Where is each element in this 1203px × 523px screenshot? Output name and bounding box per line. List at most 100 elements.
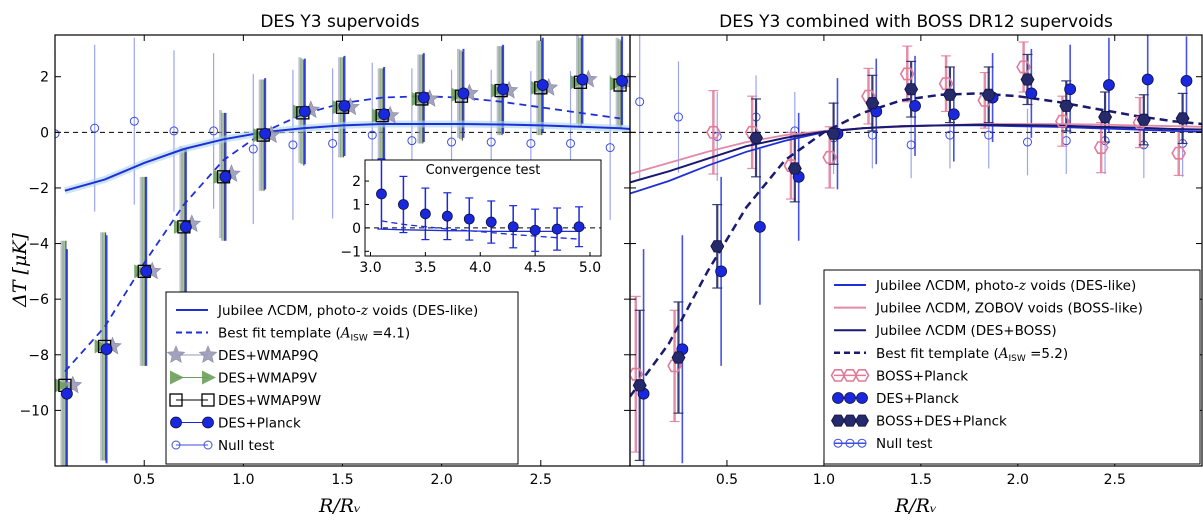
- right-legend-label: Null test: [876, 436, 932, 452]
- right-legend-label: Jubilee ΛCDM, ZOBOV voids (BOSS-like): [875, 301, 1143, 317]
- y-axis-label: ΔT [μK]: [9, 233, 31, 308]
- inset-point: [419, 208, 431, 220]
- left-desplanck-point: [259, 127, 272, 140]
- right-desplanck-point: [1180, 74, 1193, 87]
- left-null-point: [605, 143, 615, 153]
- right-desplanck-point: [947, 108, 960, 121]
- right-bestfit-line: [630, 92, 1202, 398]
- left-null-point: [447, 137, 457, 147]
- right-x-tick-label: 2.0: [1007, 472, 1029, 488]
- right-legend-label: DES+Planck: [876, 391, 959, 407]
- right-jubilee-des-line: [630, 124, 1202, 195]
- left-legend-marker: [202, 416, 214, 429]
- right-combined-point: [1020, 73, 1035, 86]
- right-desplanck-point: [1141, 73, 1154, 86]
- right-bossplanck-point: [1093, 141, 1109, 154]
- right-x-tick-label: 1.0: [813, 472, 835, 488]
- inset-y-tick-label: 2: [352, 174, 361, 190]
- right-legend-marker: [830, 368, 846, 382]
- left-x-tick-label: 2.5: [530, 472, 552, 488]
- left-null-point: [566, 138, 576, 148]
- left-desplanck-point: [497, 83, 510, 96]
- left-desplanck-point: [378, 108, 391, 121]
- left-x-axis-label: R/Rᵥ: [318, 495, 361, 517]
- right-null-point: [1022, 137, 1032, 147]
- left-y-tick-label: −8: [28, 348, 49, 364]
- left-null-point: [288, 140, 298, 150]
- right-desplanck-point: [909, 100, 921, 112]
- left-panel-title: DES Y3 supervoids: [260, 12, 419, 32]
- left-null-point: [367, 130, 377, 140]
- left-legend-marker: [202, 370, 216, 385]
- left-null-point: [90, 123, 100, 133]
- left-null-point: [486, 137, 496, 147]
- left-null-point: [526, 138, 536, 148]
- right-legend-label: Jubilee ΛCDM (DES+BOSS): [875, 323, 1057, 339]
- right-combined-point: [749, 131, 763, 144]
- left-null-point: [328, 138, 338, 148]
- right-legend-label: Jubilee ΛCDM, photo-z voids (DES-like): [875, 278, 1136, 294]
- left-x-tick-label: 1.0: [232, 472, 254, 488]
- inset-point: [529, 224, 541, 236]
- right-combined-point: [826, 127, 841, 140]
- inset-point: [376, 188, 387, 200]
- left-desplanck-point: [576, 73, 589, 86]
- left-legend-marker: [170, 370, 184, 385]
- left-legend-marker: [203, 440, 213, 450]
- right-legend-marker: [833, 438, 843, 448]
- right-legend-marker: [832, 392, 844, 404]
- right-desplanck-point: [715, 265, 728, 278]
- right-desplanck-point: [1064, 83, 1077, 96]
- left-legend: [165, 291, 519, 465]
- right-desplanck-point: [1103, 79, 1115, 91]
- right-combined-point: [1175, 112, 1190, 125]
- inset-point: [485, 216, 497, 228]
- left-x-tick-label: 1.5: [331, 472, 353, 488]
- inset-x-tick-label: 4.0: [469, 260, 491, 276]
- inset-x-tick-label: 5.0: [579, 260, 601, 276]
- inset-point: [551, 223, 563, 235]
- inset-y-tick-label: 0: [352, 221, 361, 237]
- left-desplanck-point: [616, 74, 628, 87]
- left-y-tick-label: −4: [28, 237, 49, 253]
- left-null-point: [248, 144, 258, 154]
- left-null-point: [209, 126, 219, 136]
- left-y-tick-label: −2: [28, 181, 49, 197]
- left-null-point: [169, 126, 179, 136]
- right-x-axis-label: R/Rᵥ: [894, 495, 937, 517]
- left-desplanck-point: [417, 91, 430, 104]
- right-legend-label: BOSS+Planck: [876, 368, 968, 384]
- left-legend-label: DES+WMAP9Q: [218, 348, 318, 364]
- right-legend-marker: [843, 414, 857, 427]
- right-bossplanck-point: [899, 67, 915, 81]
- left-legend-label: DES+WMAP9V: [218, 371, 318, 387]
- right-legend-label: Best fit template (AISW =5.2): [876, 346, 1068, 364]
- right-combined-point: [942, 88, 957, 101]
- left-plot-area: [55, 35, 630, 466]
- left-x-tick-label: 0.5: [133, 472, 155, 488]
- left-legend-marker: [171, 440, 181, 450]
- right-combined-point: [710, 240, 725, 253]
- right-bossplanck-point: [1016, 60, 1032, 74]
- left-null-point: [129, 116, 139, 126]
- left-desplanck-point: [100, 343, 113, 356]
- right-legend: [823, 269, 1201, 465]
- left-desplanck-point: [219, 170, 232, 183]
- right-legend-marker: [854, 368, 870, 382]
- inset-x-tick-label: 3.0: [359, 260, 381, 276]
- left-desplanck-point: [457, 87, 470, 100]
- left-legend-label: DES+WMAP9W: [218, 393, 321, 409]
- left-x-tick-label: 2.0: [431, 472, 453, 488]
- right-legend-marker: [856, 392, 868, 404]
- right-jubilee-boss-line: [630, 123, 1202, 175]
- left-desplanck-point: [179, 220, 192, 233]
- right-null-point: [635, 97, 645, 107]
- left-desplanck-point: [298, 105, 311, 118]
- right-bossplanck-point: [705, 125, 721, 139]
- right-panel-title: DES Y3 combined with BOSS DR12 supervoid…: [719, 12, 1113, 32]
- left-y-tick-label: −10: [19, 403, 49, 419]
- inset-jubilee-line: [381, 228, 579, 233]
- left-desplanck-point: [60, 387, 73, 400]
- inset-y-tick-label: 1: [352, 197, 361, 213]
